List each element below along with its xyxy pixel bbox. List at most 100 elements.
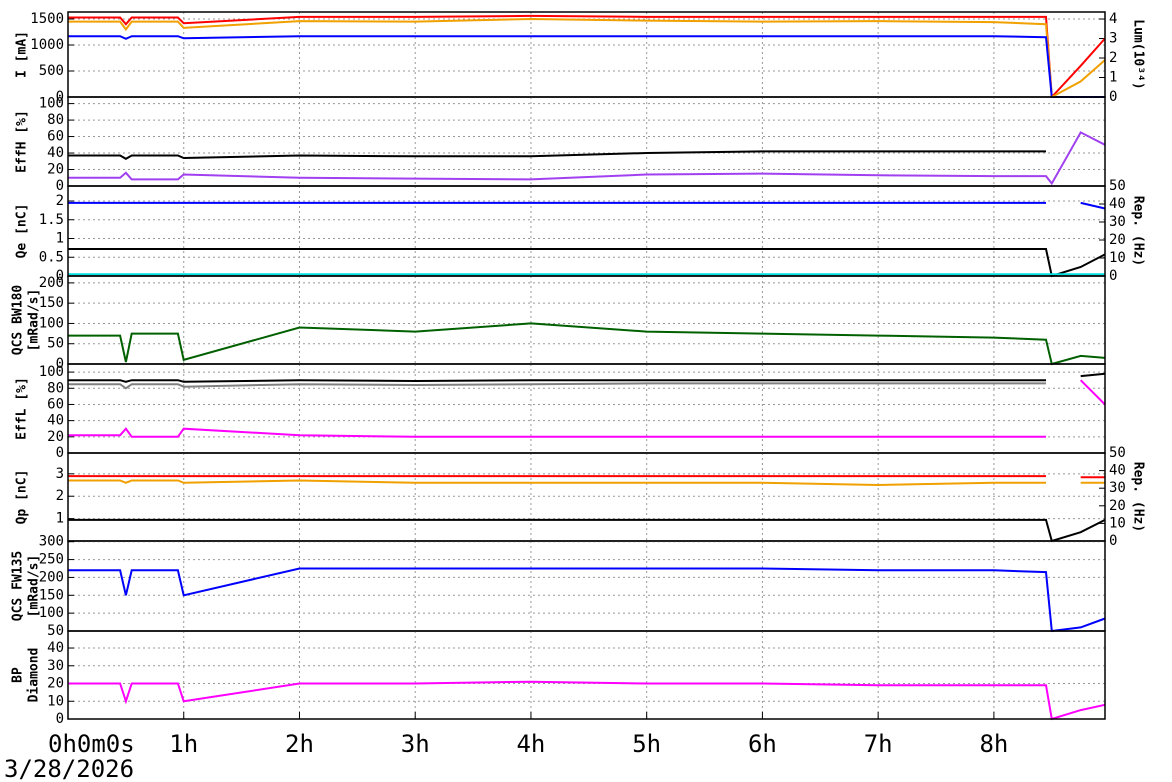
y-tick-label: 30 — [47, 658, 64, 674]
panel-frame — [67, 275, 1106, 365]
y-tick-label: 40 — [47, 145, 64, 161]
y-tick-label: 0 — [56, 178, 64, 194]
x-tick-label: 5h — [632, 730, 661, 758]
x-tick-label: 7h — [864, 730, 893, 758]
panel-frame — [67, 363, 1106, 454]
series-line — [68, 372, 1106, 383]
series-line — [68, 14, 1105, 98]
y-tick-label: 10 — [47, 693, 64, 709]
y-tick-label: 40 — [47, 640, 64, 656]
y-tick-label: 50 — [47, 623, 64, 639]
y-tick-label: 300 — [39, 534, 64, 550]
y2-tick-label: 4 — [1109, 11, 1117, 27]
y-tick-label: 150 — [39, 587, 64, 603]
y2-tick-label: 30 — [1109, 214, 1126, 230]
y-tick-label: 1 — [56, 511, 64, 527]
y-tick-label: 40 — [47, 413, 64, 429]
y2-tick-label: 10 — [1109, 250, 1126, 266]
y2-tick-label: 10 — [1109, 515, 1126, 531]
y-tick-label: 60 — [47, 129, 64, 145]
y-tick-label: 20 — [47, 676, 64, 692]
panel-frame — [67, 630, 1106, 720]
series-line — [68, 479, 1105, 487]
y-axis-label: QCS BW180 — [11, 285, 26, 356]
y-tick-label: 100 — [39, 96, 64, 112]
series-line — [68, 131, 1106, 186]
y2-tick-label: 50 — [1109, 445, 1126, 461]
y-tick-label: 20 — [47, 429, 64, 445]
series-line — [68, 382, 1046, 390]
y-axis-label: EffH [%] — [15, 110, 30, 173]
y-tick-label: 0.5 — [39, 249, 64, 265]
y2-tick-label: 30 — [1109, 480, 1126, 496]
y-tick-label: 1 — [56, 231, 64, 247]
y2-tick-label: 20 — [1109, 498, 1126, 514]
date-label: 3/28/2026 — [4, 755, 134, 782]
y-tick-label: 100 — [39, 364, 64, 380]
y2-tick-label: 2 — [1109, 50, 1117, 66]
y-tick-label: 60 — [47, 396, 64, 412]
series-line — [68, 248, 1106, 278]
y2-tick-label: 40 — [1109, 463, 1126, 479]
series-line — [68, 17, 1105, 98]
y-axis-label: Qp [nC] — [15, 470, 30, 525]
y-tick-label: 100 — [39, 315, 64, 331]
series-line — [68, 518, 1106, 543]
panel-frame — [67, 185, 1106, 277]
y-tick-label: 2 — [56, 193, 64, 209]
series-line — [68, 379, 1106, 438]
y2-tick-label: 0 — [1109, 89, 1117, 105]
y-axis-label: EffL [%] — [15, 377, 30, 440]
x-tick-label: 4h — [516, 730, 545, 758]
y-axis-label: [mRad/s] — [27, 555, 42, 618]
panel-frame — [67, 96, 1106, 187]
y-tick-label: 500 — [39, 63, 64, 79]
y-axis-label: Qe [nC] — [15, 204, 30, 259]
y-tick-label: 0 — [56, 711, 64, 727]
y2-axis-label: Rep. (Hz) — [1131, 462, 1146, 532]
y-tick-label: 80 — [47, 112, 64, 128]
x-tick-label: 2h — [285, 730, 314, 758]
y-tick-label: 1000 — [30, 37, 64, 53]
y-tick-label: 80 — [47, 380, 64, 396]
y-tick-label: 100 — [39, 605, 64, 621]
y-tick-label: 150 — [39, 295, 64, 311]
y2-tick-label: 40 — [1109, 196, 1126, 212]
series-line — [68, 475, 1105, 479]
y-axis-label: I [mA] — [15, 31, 30, 78]
series-line — [68, 322, 1106, 366]
x-tick-label: 6h — [748, 730, 777, 758]
series-line — [68, 150, 1046, 160]
y-tick-label: 200 — [39, 275, 64, 291]
y-tick-label: 250 — [39, 552, 64, 568]
x-tick-label: 3h — [401, 730, 430, 758]
y-axis-label: QCS FW135 — [11, 551, 26, 621]
y-tick-label: 0 — [56, 356, 64, 372]
y-axis-label: Diamond — [27, 648, 42, 703]
y2-tick-label: 3 — [1109, 31, 1117, 47]
y-tick-label: 0 — [56, 268, 64, 284]
y-tick-label: 1500 — [30, 11, 64, 27]
y2-tick-label: 0 — [1109, 268, 1117, 284]
y-tick-label: 0 — [56, 89, 64, 105]
series-line — [68, 201, 1106, 210]
panel-frame — [67, 452, 1106, 542]
y-axis-label: BP — [11, 667, 26, 683]
series-line — [68, 567, 1106, 633]
y-tick-label: 20 — [47, 162, 64, 178]
x-tick-label: 1h — [169, 730, 198, 758]
series-line — [68, 35, 1105, 98]
x-tick-label: 8h — [979, 730, 1008, 758]
y2-tick-label: 0 — [1109, 533, 1117, 549]
y2-tick-label: 20 — [1109, 232, 1126, 248]
y2-tick-label: 50 — [1109, 178, 1126, 194]
series-line — [68, 680, 1106, 721]
y2-tick-label: 1 — [1109, 70, 1117, 86]
x-tick-label: 0h0m0s — [48, 730, 135, 758]
y-tick-label: 3 — [56, 466, 64, 482]
series-line — [1051, 59, 1106, 98]
y-tick-label: 0 — [56, 445, 64, 461]
y-axis-label: [mRad/s] — [27, 289, 42, 352]
y2-axis-label: Rep. (Hz) — [1131, 196, 1146, 266]
